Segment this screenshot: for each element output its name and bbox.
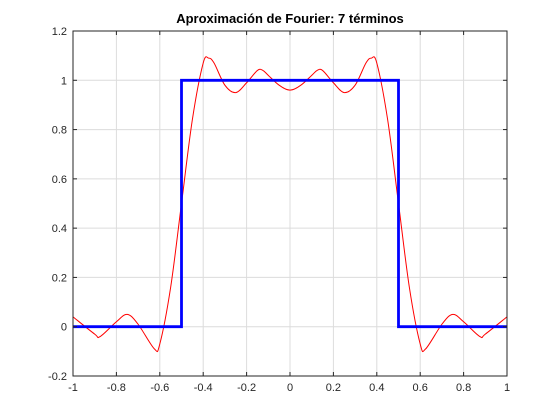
x-tick-label: -0.6 (150, 382, 169, 394)
x-tick-label: 0 (287, 382, 293, 394)
series-layer (72, 56, 508, 353)
y-tick-label: 0.4 (52, 223, 67, 235)
x-tick-label: -0.2 (237, 382, 256, 394)
square-wave-line (73, 78, 507, 329)
x-tick-label: 1 (504, 382, 510, 394)
y-tick-label: 0.8 (52, 125, 67, 137)
y-tick-label: 1.2 (52, 26, 67, 38)
y-tick-label: 1 (61, 75, 67, 87)
x-tick-label: 0.8 (456, 382, 471, 394)
x-tick-label: -0.4 (194, 382, 213, 394)
y-tick-labels: -0.2 0 0.2 0.4 0.6 0.8 1 1.2 (48, 26, 67, 383)
y-tick-label: 0 (61, 322, 67, 334)
x-tick-label: 0.6 (413, 382, 428, 394)
x-tick-label: 0.4 (369, 382, 384, 394)
x-tick-labels: -1 -0.8 -0.6 -0.4 -0.2 0 0.2 0.4 0.6 0.8 1 (68, 382, 510, 394)
y-tick-label: 0.6 (52, 174, 67, 186)
y-tick-label: 0.2 (52, 272, 67, 284)
ticks (72, 30, 508, 377)
x-tick-label: -1 (68, 382, 78, 394)
chart-title: Aproximación de Fourier: 7 términos (176, 11, 404, 26)
x-tick-label: -0.8 (107, 382, 126, 394)
y-tick-label: -0.2 (48, 371, 67, 383)
fourier-approximation-line (72, 56, 508, 353)
x-tick-label: 0.2 (326, 382, 341, 394)
